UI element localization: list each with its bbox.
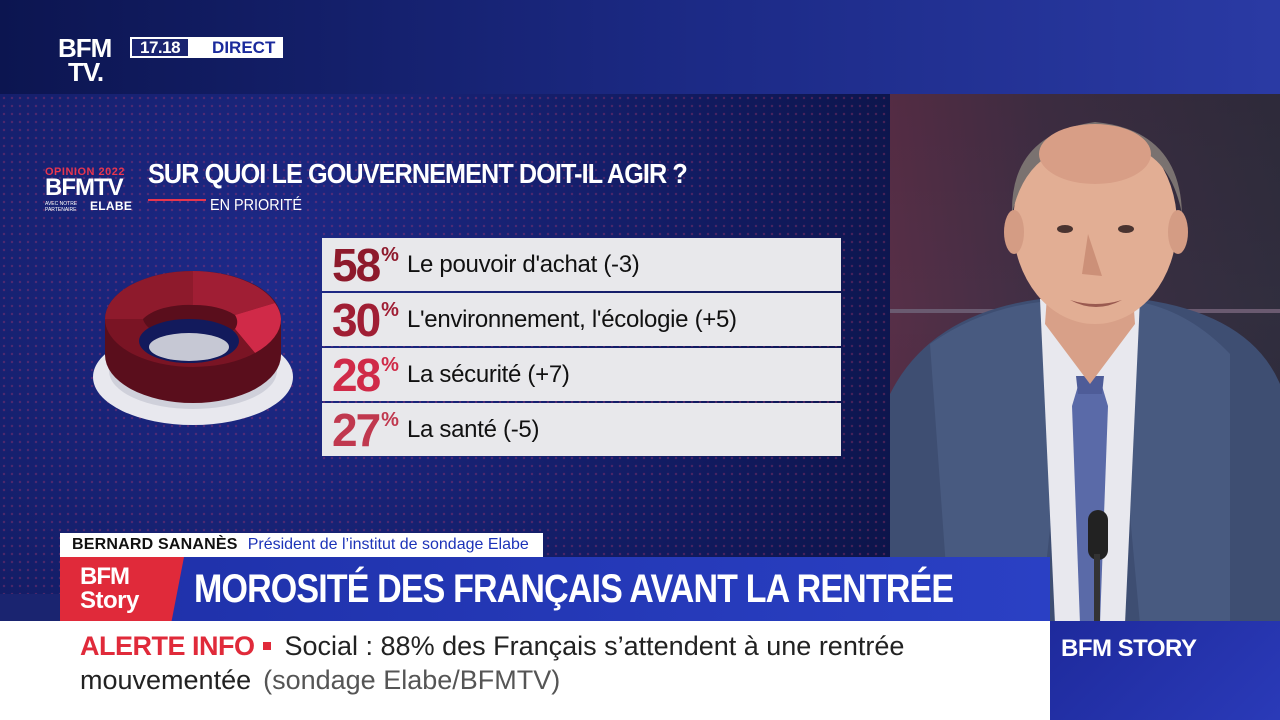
- guest-person-icon: [890, 122, 1280, 624]
- alert-label: ALERTE INFO: [80, 631, 285, 661]
- guest-name: BERNARD SANANÈS: [72, 536, 238, 553]
- poll-graphic: OPINION 2022 BFMTV AVEC NOTRE PARTENAIRE…: [0, 94, 890, 594]
- poll-result-row: 27 % La santé (-5): [322, 403, 841, 456]
- bfm-story-logo: BFM Story: [60, 557, 184, 621]
- result-percent: 28: [332, 348, 381, 401]
- poll-results-list: 58 % Le pouvoir d'achat (-3) 30 % L'envi…: [322, 238, 841, 458]
- channel-badge: BFM STORY: [1050, 621, 1280, 720]
- story-logo-line1: BFM: [80, 563, 130, 590]
- channel-name: BFM STORY: [1061, 635, 1197, 662]
- result-percent-symbol: %: [381, 354, 399, 376]
- result-percent-symbol: %: [381, 299, 399, 321]
- poll-question-subtitle: EN PRIORITÉ: [210, 197, 303, 214]
- result-percent-symbol: %: [381, 244, 399, 266]
- guest-role: Président de l’institut de sondage Elabe: [247, 536, 529, 553]
- alert-square-icon: [262, 641, 271, 650]
- poll-result-row: 58 % Le pouvoir d'achat (-3): [322, 238, 841, 291]
- result-label: La sécurité (+7): [406, 360, 570, 388]
- title-underline: [148, 199, 206, 201]
- news-ticker: ALERTE INFO Social : 88% des Français s’a…: [0, 621, 1050, 720]
- result-label: Le pouvoir d'achat (-3): [406, 250, 640, 278]
- guest-video-feed: [890, 94, 1280, 624]
- result-percent: 27: [332, 403, 381, 456]
- bfmtv-logo: BFM TV.: [58, 33, 112, 87]
- opinion-logo-line1: OPINION 2022: [45, 166, 125, 178]
- result-percent-symbol: %: [381, 409, 399, 431]
- ticker-text-line1: Social : 88% des Français s’attendent à …: [284, 631, 905, 661]
- headline-text: MOROSITÉ DES FRANÇAIS AVANT LA RENTRÉE: [194, 567, 954, 611]
- live-label: DIRECT: [190, 37, 284, 58]
- opinion-logo-small: AVEC NOTRE PARTENAIRE: [45, 201, 78, 213]
- opinion-logo-partner: ELABE: [90, 199, 133, 213]
- opinion-logo-line2: BFMTV: [45, 174, 124, 201]
- result-percent: 30: [332, 293, 381, 346]
- headline-banner: BFM Story MOROSITÉ DES FRANÇAIS AVANT LA…: [60, 557, 1050, 621]
- opinion-2022-logo: OPINION 2022 BFMTV AVEC NOTRE PARTENAIRE…: [45, 166, 132, 213]
- result-percent: 58: [332, 238, 381, 291]
- poll-result-row: 28 % La sécurité (+7): [322, 348, 841, 401]
- ticker-source: (sondage Elabe/BFMTV): [263, 665, 561, 695]
- poll-result-row: 30 % L'environnement, l'écologie (+5): [322, 293, 841, 346]
- story-logo-line2: Story: [80, 587, 139, 614]
- poll-question-title: SUR QUOI LE GOUVERNEMENT DOIT-IL AGIR ?: [148, 158, 688, 189]
- top-bar: BFM TV. 17.18 DIRECT: [0, 0, 1280, 94]
- donut-chart-icon: [93, 271, 293, 425]
- live-indicator: 17.18 DIRECT: [130, 37, 284, 58]
- guest-name-strap: BERNARD SANANÈS Président de l’institut …: [60, 533, 543, 557]
- logo-line1: BFM: [58, 33, 112, 63]
- clock-time: 17.18: [130, 37, 191, 58]
- logo-line2: TV.: [68, 57, 104, 87]
- ticker-text-line2: mouvementée: [80, 665, 252, 695]
- result-label: La santé (-5): [406, 415, 540, 443]
- result-label: L'environnement, l'écologie (+5): [406, 305, 737, 333]
